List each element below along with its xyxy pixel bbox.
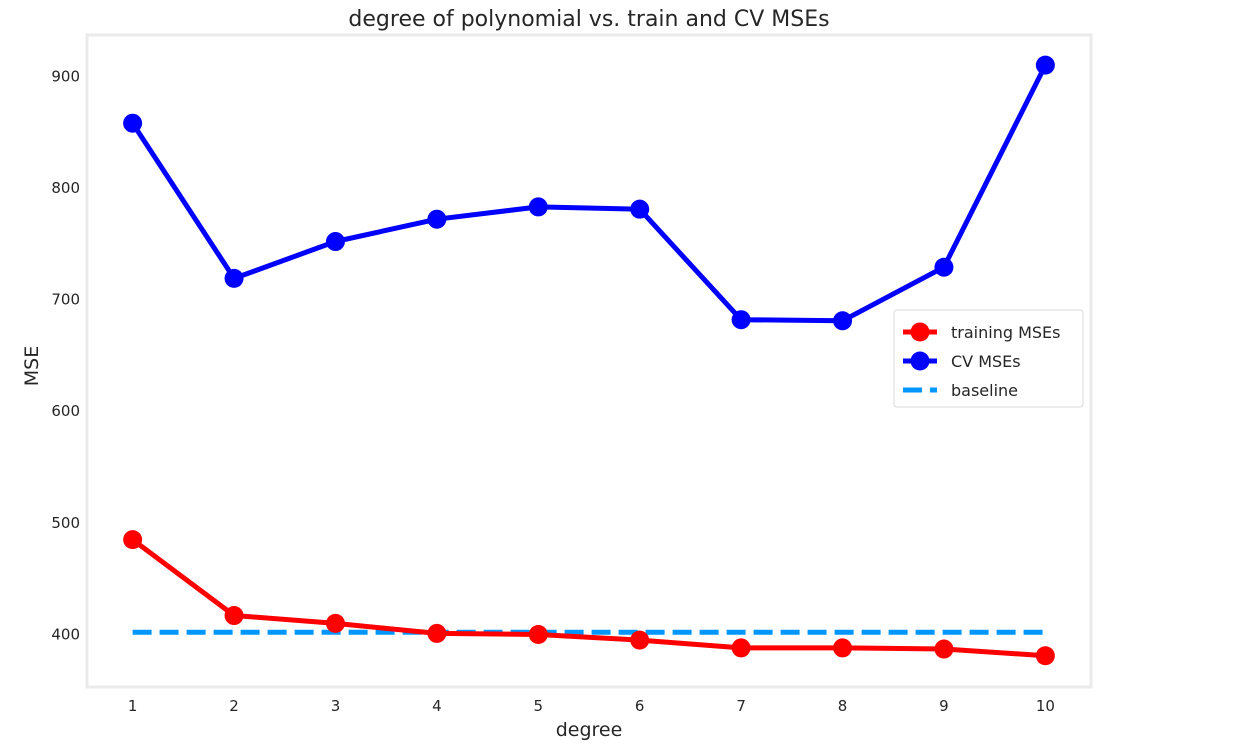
x-tick-label: 10 [1036, 697, 1055, 715]
cv-mses-point [325, 232, 345, 252]
y-tick-label: 900 [51, 67, 80, 85]
y-tick-label: 500 [51, 514, 80, 532]
legend-training-mses-label: training MSEs [951, 323, 1060, 342]
cv-mses-point [1035, 55, 1055, 75]
legend-training-mses-marker [910, 322, 930, 342]
y-tick-label: 400 [51, 626, 80, 644]
x-tick-label: 2 [229, 697, 239, 715]
x-tick-label: 9 [939, 697, 949, 715]
training-mses-point [123, 530, 143, 550]
y-tick-labels: 400 500 600 700 800 900 [51, 67, 80, 643]
cv-mses-point [630, 199, 650, 219]
legend-cv-mses-label: CV MSEs [951, 352, 1021, 371]
legend-cv-mses-marker [910, 351, 930, 371]
x-tick-label: 3 [331, 697, 341, 715]
cv-mses-point [731, 310, 751, 330]
cv-mses-line [130, 63, 1048, 324]
cv-mses-point [833, 311, 853, 331]
x-tick-label: 1 [128, 697, 138, 715]
cv-mses-point [123, 113, 143, 133]
legend: training MSEs CV MSEs baseline [893, 309, 1084, 408]
cv-mses-point [427, 209, 447, 229]
x-tick-labels: 1 2 3 4 5 6 7 8 9 10 [128, 697, 1055, 715]
y-tick-label: 700 [51, 291, 80, 309]
x-tick-label: 4 [432, 697, 442, 715]
series-layer [123, 55, 1055, 666]
training-mses-point [934, 639, 954, 659]
cv-mses-point [528, 197, 548, 217]
x-tick-label: 6 [635, 697, 645, 715]
x-tick-label: 7 [736, 697, 746, 715]
training-mses-point [427, 623, 447, 643]
training-mses-point [528, 625, 548, 645]
y-tick-label: 800 [51, 179, 80, 197]
y-axis-label: MSE [21, 346, 43, 386]
training-mses-point [1035, 646, 1055, 666]
cv-mses-point [224, 268, 244, 288]
training-mses-point [731, 638, 751, 658]
chart-title: degree of polynomial vs. train and CV MS… [348, 7, 829, 32]
training-mses-point [224, 606, 244, 626]
training-mses-point [833, 638, 853, 658]
legend-baseline-label: baseline [951, 381, 1018, 400]
x-tick-label: 5 [534, 697, 544, 715]
cv-mses-point [934, 257, 954, 277]
legend-box [893, 309, 1084, 408]
training-mses-point [630, 630, 650, 650]
training-mses-line [131, 537, 1046, 659]
x-tick-label: 8 [838, 697, 848, 715]
training-mses-point [325, 613, 345, 633]
y-tick-label: 600 [51, 402, 80, 420]
x-axis-label: degree [556, 719, 623, 741]
